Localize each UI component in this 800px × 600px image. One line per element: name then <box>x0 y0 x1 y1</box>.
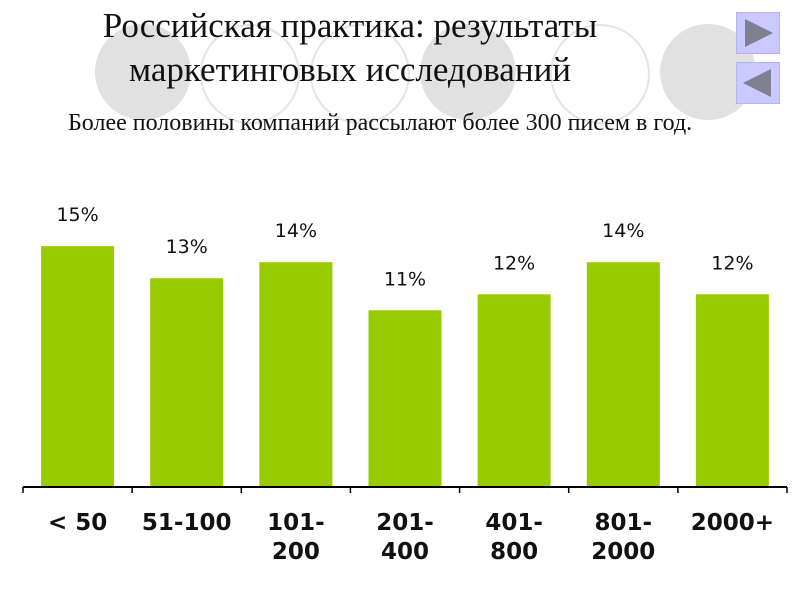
data-label: 12% <box>711 252 753 274</box>
category-label: 2000+ <box>691 510 774 536</box>
category-label: 101-200 <box>267 510 325 565</box>
decor-ring <box>200 24 300 124</box>
decor-circle <box>420 24 516 120</box>
decor-ring <box>310 24 410 124</box>
category-label: 401-800 <box>485 510 543 565</box>
previous-slide-button[interactable] <box>736 62 780 104</box>
category-label: 201-400 <box>376 510 434 565</box>
decor-circle <box>95 24 191 120</box>
data-label: 15% <box>56 204 98 226</box>
data-label: 11% <box>384 268 426 290</box>
bar-chart: 15% < 50 13% 51-100 14% 101-200 11% 201-400 12% 4… <box>22 204 788 565</box>
play-forward-icon <box>745 19 773 47</box>
title-line-2: маркетинговых исследований <box>128 50 572 89</box>
data-label: 14% <box>602 220 644 242</box>
decor-ring <box>550 24 650 124</box>
bar <box>477 294 551 487</box>
play-back-icon <box>743 69 771 97</box>
data-label: 14% <box>275 220 317 242</box>
category-label: 51-100 <box>142 510 232 536</box>
bar <box>586 262 660 487</box>
data-label: 12% <box>493 252 535 274</box>
bar <box>695 294 769 487</box>
bar <box>259 262 333 487</box>
next-slide-button[interactable] <box>736 12 780 54</box>
title-line-1: Российская практика: результаты <box>102 6 598 45</box>
category-label: < 50 <box>48 510 107 536</box>
data-label: 13% <box>166 236 208 258</box>
bar <box>150 278 224 487</box>
page-title: Российская практика: результаты маркетин… <box>60 4 640 92</box>
category-label: 801-2000 <box>591 510 655 565</box>
bar <box>41 246 115 487</box>
subtitle: Более половины компаний рассылают более … <box>68 110 693 136</box>
bar <box>368 310 442 487</box>
